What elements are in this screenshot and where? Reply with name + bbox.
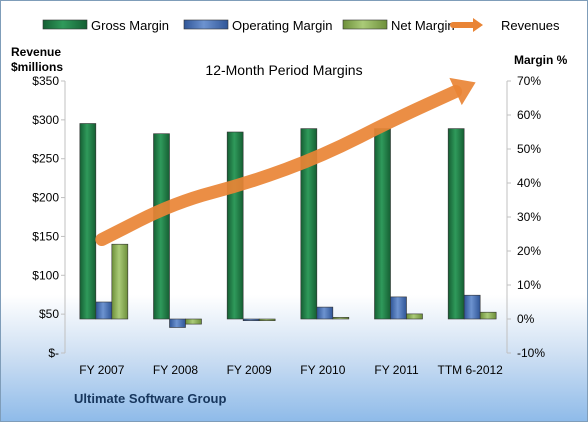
x-tick-label: FY 2009 (227, 363, 272, 377)
chart-title: 12-Month Period Margins (205, 62, 362, 78)
right-tick-label: 30% (517, 210, 541, 224)
bar-gross-margin-fy-2007 (79, 123, 97, 320)
legend-label-operating-margin: Operating Margin (232, 18, 332, 33)
bar-net-margin-fy-2010 (332, 316, 350, 320)
right-axis-title: Margin % (514, 53, 568, 67)
right-tick-label: 60% (517, 108, 541, 122)
bar-operating-margin-fy-2010 (316, 306, 334, 320)
legend-swatch-gross-margin (42, 19, 88, 30)
right-tick-label: 40% (517, 176, 541, 190)
bar-gross-margin-fy-2008 (153, 133, 170, 320)
x-tick-label: TTM 6-2012 (437, 363, 503, 377)
left-tick-label: $50 (39, 307, 59, 321)
bar-gross-margin-ttm-6-2012 (447, 128, 465, 320)
right-tick-label: 50% (517, 142, 541, 156)
legend-swatch-net-margin (342, 19, 388, 30)
revenue-arrow-head (449, 77, 476, 106)
bar-operating-margin-fy-2009 (242, 318, 260, 321)
bar-gross-margin-fy-2009 (226, 131, 244, 320)
x-tick-label: FY 2010 (300, 363, 345, 377)
bar-operating-margin-fy-2008 (169, 318, 186, 328)
company-label: Ultimate Software Group (74, 391, 226, 406)
x-axis: FY 2007 FY 2008 FY 2009 FY 2010 FY 2011 TTM 6… (79, 363, 503, 377)
bar-gross-margin-fy-2011 (374, 128, 391, 320)
revenue-series-group (95, 77, 476, 247)
bar-net-margin-fy-2009 (258, 318, 276, 321)
left-tick-label: $- (48, 346, 59, 360)
bar-net-margin-fy-2007 (111, 243, 129, 320)
bar-operating-margin-ttm-6-2012 (463, 294, 481, 320)
right-tick-label: 20% (517, 244, 541, 258)
x-tick-label: FY 2008 (153, 363, 198, 377)
right-tick-label: 0% (517, 312, 535, 326)
left-tick-label: $350 (32, 74, 59, 88)
legend-label-net-margin: Net Margin (391, 18, 455, 33)
x-tick-label: FY 2011 (374, 363, 419, 377)
bar-net-margin-ttm-6-2012 (479, 311, 497, 320)
legend-label-revenues: Revenues (501, 18, 560, 33)
left-tick-label: $200 (32, 191, 59, 205)
legend-swatch-operating-margin (183, 19, 229, 30)
legend-swatch-arrow-revenues (473, 18, 483, 32)
bar-operating-margin-fy-2007 (95, 301, 113, 320)
left-axis-title-line2: $millions (11, 60, 63, 74)
right-tick-label: 10% (517, 278, 541, 292)
left-tick-label: $250 (32, 152, 59, 166)
legend-label-gross-margin: Gross Margin (91, 18, 169, 33)
chart-legend: Gross Margin Operating Margin Net Margin Re… (42, 18, 560, 33)
bar-net-margin-fy-2008 (185, 318, 202, 325)
left-tick-label: $300 (32, 113, 59, 127)
left-tick-label: $150 (32, 229, 59, 243)
bar-net-margin-fy-2011 (406, 313, 423, 320)
x-tick-label: FY 2007 (79, 363, 124, 377)
bar-series-group (79, 123, 497, 328)
left-axis: $- $50 $100 $150 $200 $250 $300 $350 (32, 74, 65, 360)
right-tick-label: 70% (517, 74, 541, 88)
right-tick-label: -10% (517, 346, 545, 360)
left-axis-title-line1: Revenue (11, 45, 61, 59)
revenue-line (95, 84, 463, 247)
left-tick-label: $100 (32, 268, 59, 282)
bar-operating-margin-fy-2011 (390, 296, 407, 320)
bar-gross-margin-fy-2010 (300, 128, 318, 320)
right-axis: -10% 0% 10% 20% 30% 40% 50% 60% 70% (507, 74, 545, 360)
